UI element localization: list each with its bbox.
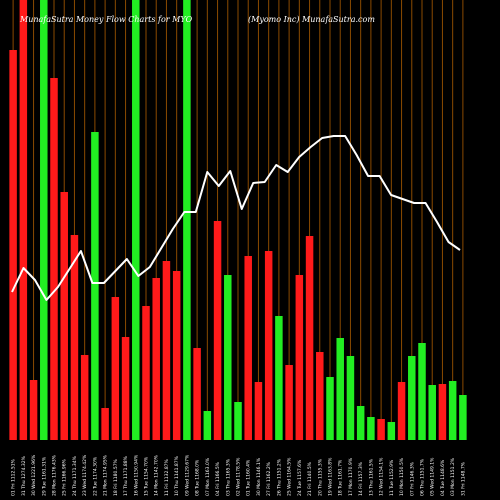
bar-red [101,408,109,440]
x-tick-label: 15 Tue 1154.70% [144,456,150,496]
bar-red [316,352,324,440]
bar-red [70,235,79,440]
bar-red [19,0,28,440]
x-tick-label: 18 Fri 1180.57% [113,458,119,496]
x-tick-label: 30 Wed 1221.96% [31,454,37,496]
x-tick-label: 25 Wed 1164.5% [287,457,293,496]
bar-red [438,384,447,440]
bar-green [346,356,355,440]
money-flow-line [11,135,461,301]
x-axis-tick-labels: 01 Fri 1112.51% 31 Thu 1274.32% 30 Wed 122… [11,454,467,496]
bar-green [336,338,344,440]
bar-red [162,261,171,440]
x-tick-label: 05 Wed 1149.1% [430,457,436,496]
bar-red [377,419,385,440]
x-tick-label: 21 Fri 1140.5% [307,461,313,496]
x-tick-label: 24 Tue 1157.6% [297,459,303,496]
x-tick-label: 11 Fri 1132.87% [164,458,170,496]
x-tick-label: 02 Wed 1178.5% [236,457,242,496]
x-tick-label: 24 Thu 1171.34% [72,455,78,496]
bar-red [9,50,17,440]
x-tick-label: 28 Mon 1176.43% [52,454,58,496]
bar-red [172,271,181,440]
bar-red [305,236,314,440]
x-tick-label: 03 Mon 1151.2% [450,457,456,496]
bar-green [132,0,140,440]
x-tick-label: 14 Fri 1157.3% [358,461,364,496]
x-tick-label: 31 Thu 1274.32% [21,455,27,496]
x-tick-label: 21 Mon 1174.95% [103,454,109,496]
bar-red [60,192,68,440]
x-tick-label: 01 Tue 1160.4% [246,459,252,496]
bar-green [203,411,212,440]
bar-red [213,221,222,440]
x-tick-label: 10 Thu 1141.87% [174,455,180,496]
x-tick-label: 06 Thu 1151.7% [420,458,426,496]
bar-green [40,0,48,440]
bar-green [418,343,426,440]
bar-green [224,275,232,440]
x-tick-label: 29 Tue 1161.31% [41,456,47,496]
bar-green [367,417,375,440]
x-tick-label: 27 Fri 1162.2% [266,461,272,496]
bar-red [244,256,252,440]
x-tick-label: 14 Mon 1142.70% [154,454,160,496]
bar-green [448,381,457,440]
x-tick-label: 07 Mon 1163.0% [205,457,211,496]
x-tick-label: 03 Thu 1165.3% [225,458,231,496]
bar-red [50,78,58,440]
x-tick-label: 26 Thu 1151.2% [276,458,282,496]
x-tick-label: 07 Fri 1146.3% [409,461,415,496]
x-tick-label: 18 Tue 1161.7% [338,459,344,496]
x-tick-label: 12 Wed 1154.1% [379,457,385,496]
bar-green [234,402,242,440]
x-tick-label: 13 Thu 1161.5% [368,458,374,496]
bar-red [397,382,406,440]
x-tick-label: 08 Tue 1168.0% [195,459,201,496]
bar-red [142,306,150,440]
bar-red [285,365,293,440]
chart-bars [9,0,467,440]
bar-red [193,348,201,440]
x-tick-label: 22 Tue 1174.30% [92,456,98,496]
chart-title-right: (Myomo Inc) MunafaSutra.com [248,15,375,24]
bar-green [387,422,396,440]
bar-green [408,356,416,440]
x-tick-label: 04 Tue 1148.6% [440,459,446,496]
bar-green [428,385,436,440]
x-tick-label: 16 Wed 1150.94% [133,454,139,496]
x-tick-label: 19 Wed 1163.8% [328,457,334,496]
bar-red [121,337,130,440]
bar-green [326,377,334,440]
x-tick-label: 25 Fri 1166.96% [62,458,68,496]
bar-red [264,251,273,440]
x-tick-label: 17 Thu 1171.88% [123,455,129,496]
x-tick-label: 30 Mon 1146.1% [256,457,262,496]
bar-green [356,406,365,440]
bar-green [275,316,283,440]
x-tick-label: 01 Fri 1112.51% [11,458,17,496]
bar-red [254,382,263,440]
bar-red [80,355,89,440]
bar-green [91,132,99,440]
chart-title-left: MunafaSutra Money Flow Charts for MYO [19,15,193,24]
x-tick-label: 09 Wed 1129.67% [184,454,190,496]
bar-red [29,380,38,440]
bar-green [183,0,191,440]
bar-green [459,395,467,440]
x-tick-label: 31 Fri 1148.7% [460,461,466,496]
x-tick-label: 20 Thu 1155.3% [317,458,323,496]
x-tick-label: 04 Fri 1166.5% [215,461,221,496]
x-tick-label: 17 Mon 1170.9% [348,457,354,496]
bar-red [152,278,160,440]
x-tick-label: 10 Mon 1150.5% [399,457,405,496]
bar-red [111,297,120,440]
x-tick-label: 23 Wed 1174.42% [82,454,88,496]
x-tick-label: 11 Tue 1152.9% [389,459,395,496]
bar-red [295,275,304,440]
